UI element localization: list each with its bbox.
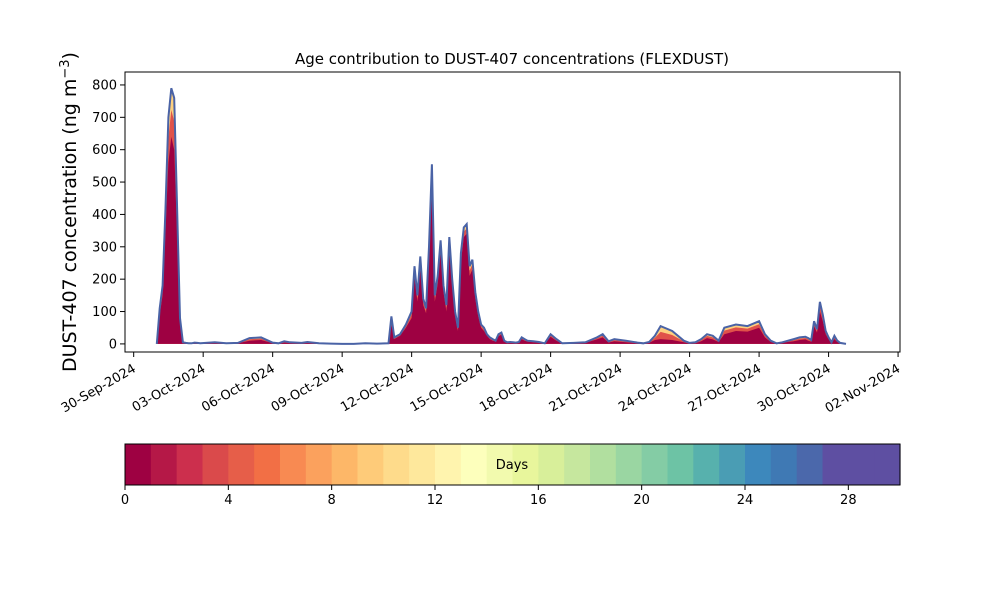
x-tick-label: 15-Oct-2024 [408, 361, 486, 415]
colorbar-tick-label: 16 [530, 493, 547, 508]
x-tick-label: 12-Oct-2024 [338, 361, 416, 415]
colorbar-segment [719, 444, 746, 485]
plot-area [124, 71, 901, 353]
x-tick-label: 06-Oct-2024 [199, 361, 277, 415]
colorbar-tick-label: 0 [121, 493, 129, 508]
y-axis-label-tail: ) [59, 52, 81, 59]
total-outline-line [155, 87, 847, 345]
y-tick-label: 500 [92, 176, 117, 191]
colorbar-segment [357, 444, 384, 485]
colorbar-segment [331, 444, 359, 485]
colorbar-segment [176, 444, 204, 485]
y-axis: 0 100 200 300 400 500 600 700 800 [92, 78, 125, 352]
colorbar-segment [564, 444, 591, 485]
colorbar-frame [124, 443, 901, 486]
x-tick-label: 03-Oct-2024 [130, 361, 208, 415]
colorbar-segment [796, 444, 824, 485]
colorbar-segment [409, 444, 436, 485]
colorbar-segment [435, 444, 462, 485]
colorbar-segment [770, 444, 798, 485]
colorbar-segment [745, 444, 772, 485]
x-tick-label: 02-Nov-2024 [823, 361, 903, 416]
area-layer-older [156, 88, 881, 344]
y-tick-label: 800 [92, 78, 117, 93]
x-axis: 30-Sep-202403-Oct-202406-Oct-202409-Oct-… [59, 352, 903, 416]
colorbar-segment [383, 444, 410, 485]
x-tick-label: 09-Oct-2024 [269, 361, 347, 415]
area-layer-mid-age [156, 110, 881, 344]
y-tick-label: 0 [109, 337, 117, 352]
colorbar-segment [693, 444, 720, 485]
colorbar-segment [460, 444, 488, 485]
y-tick-label: 100 [92, 305, 117, 320]
y-tick-label: 300 [92, 240, 117, 255]
colorbar-segment [641, 444, 669, 485]
colorbar-segment [822, 444, 849, 485]
colorbar-segment [538, 444, 565, 485]
y-tick-label: 600 [92, 143, 117, 158]
colorbar-tick-label: 20 [633, 493, 650, 508]
y-axis-label: DUST-407 concentration (ng m−3) [58, 52, 81, 372]
colorbar-label: Days [496, 458, 529, 473]
colorbar-tick-label: 24 [737, 493, 754, 508]
colorbar-segment [254, 444, 281, 485]
x-tick-label: 18-Oct-2024 [477, 361, 555, 415]
chart-title: Age contribution to DUST-407 concentrati… [295, 50, 729, 68]
y-tick-label: 700 [92, 111, 117, 126]
x-tick-label: 27-Oct-2024 [686, 361, 764, 415]
colorbar-segment [590, 444, 617, 485]
colorbar-segment [848, 444, 875, 485]
colorbar-segment [125, 444, 152, 485]
colorbar: 0 4 8 12 16 20 24 28 [121, 443, 901, 508]
y-axis-label-sup: −3 [58, 59, 73, 78]
area-layer-fresh [156, 136, 881, 344]
age-area-layers [156, 88, 881, 344]
x-tick-label: 24-Oct-2024 [616, 361, 694, 415]
colorbar-segment [150, 444, 178, 485]
colorbar-tick-label: 4 [224, 493, 232, 508]
colorbar-segment [280, 444, 307, 485]
colorbar-segment [874, 444, 901, 485]
colorbar-segment [486, 444, 514, 485]
y-tick-label: 400 [92, 208, 117, 223]
x-tick-label: 30-Oct-2024 [755, 361, 833, 415]
y-tick-label: 200 [92, 273, 117, 288]
plot-frame [124, 71, 901, 353]
colorbar-segment [228, 444, 255, 485]
colorbar-segment [305, 444, 333, 485]
x-tick-label: 21-Oct-2024 [547, 361, 625, 415]
colorbar-tick-label: 28 [840, 493, 857, 508]
colorbar-tick-label: 8 [328, 493, 336, 508]
colorbar-segment [667, 444, 694, 485]
y-axis-label-main: DUST-407 concentration (ng m [59, 79, 81, 372]
colorbar-tick-label: 12 [427, 493, 444, 508]
colorbar-segment [202, 444, 229, 485]
colorbar-segment [615, 444, 643, 485]
colorbar-segment [512, 444, 539, 485]
